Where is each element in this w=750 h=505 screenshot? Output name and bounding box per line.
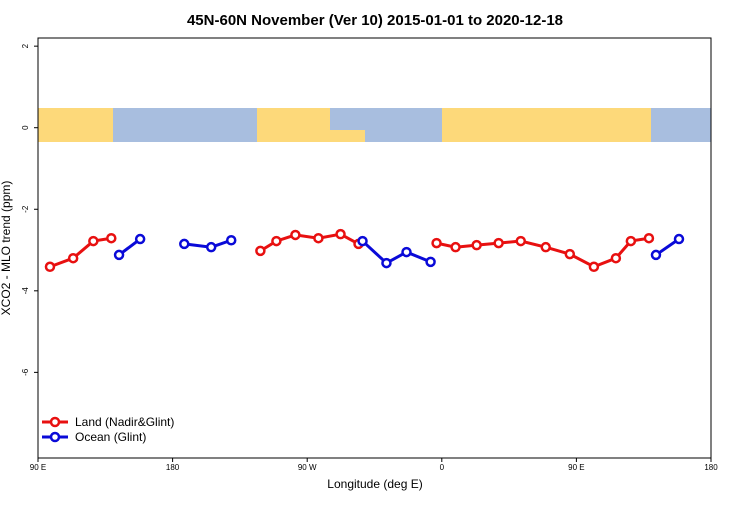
data-point: [205, 241, 217, 253]
data-point: [290, 229, 301, 241]
legend-marker: [49, 431, 61, 443]
data-point: [471, 239, 482, 251]
data-point: [625, 235, 637, 247]
data-point: [271, 235, 282, 247]
y-tick-label: 0: [21, 125, 30, 130]
data-point: [431, 237, 442, 249]
data-point: [67, 252, 79, 264]
x-tick-label: 90 E: [568, 463, 584, 472]
y-tick-label: -2: [21, 205, 30, 213]
data-point: [335, 228, 346, 240]
y-tick-label: 2: [21, 43, 30, 48]
data-point: [425, 256, 436, 268]
x-axis-label: Longitude (deg E): [327, 477, 422, 491]
data-point: [106, 232, 117, 244]
data-point: [493, 237, 504, 249]
y-tick-label: -4: [21, 287, 30, 295]
x-tick-label: 180: [704, 463, 718, 472]
data-point: [225, 235, 237, 246]
data-point: [381, 257, 392, 269]
data-point: [650, 249, 662, 261]
legend-label: Land (Nadir&Glint): [75, 415, 174, 429]
x-tick-label: 0: [440, 463, 445, 472]
plot-frame: [37, 37, 712, 459]
data-point: [357, 235, 368, 247]
y-axis-label: XCO2 - MLO trend (ppm): [0, 181, 13, 316]
y-tick-label: -6: [21, 368, 30, 376]
data-point: [88, 235, 99, 247]
map-ocean: [651, 108, 711, 142]
data-point: [643, 232, 655, 244]
series-line: [118, 237, 680, 265]
data-point: [134, 233, 146, 245]
map-ocean: [365, 108, 442, 142]
data-point: [255, 245, 266, 257]
data-point: [673, 233, 685, 245]
data-point: [610, 252, 622, 264]
data-point: [564, 248, 576, 260]
map-ocean: [330, 108, 370, 130]
map-band: [38, 108, 711, 142]
legend-marker: [49, 416, 61, 428]
x-tick-label: 90 W: [298, 463, 317, 472]
data-point: [113, 249, 125, 261]
data-point: [313, 232, 324, 244]
x-tick-label: 180: [166, 463, 180, 472]
data-point: [179, 238, 190, 250]
data-point: [540, 241, 551, 253]
legend-label: Ocean (Glint): [75, 430, 146, 444]
chart-title: 45N-60N November (Ver 10) 2015-01-01 to …: [187, 12, 563, 29]
map-ocean: [113, 108, 257, 142]
data-point: [44, 261, 56, 273]
data-point: [450, 241, 461, 253]
data-point: [401, 246, 412, 258]
x-tick-label: 90 E: [30, 463, 46, 472]
data-point: [588, 261, 600, 273]
data-point: [515, 235, 527, 247]
